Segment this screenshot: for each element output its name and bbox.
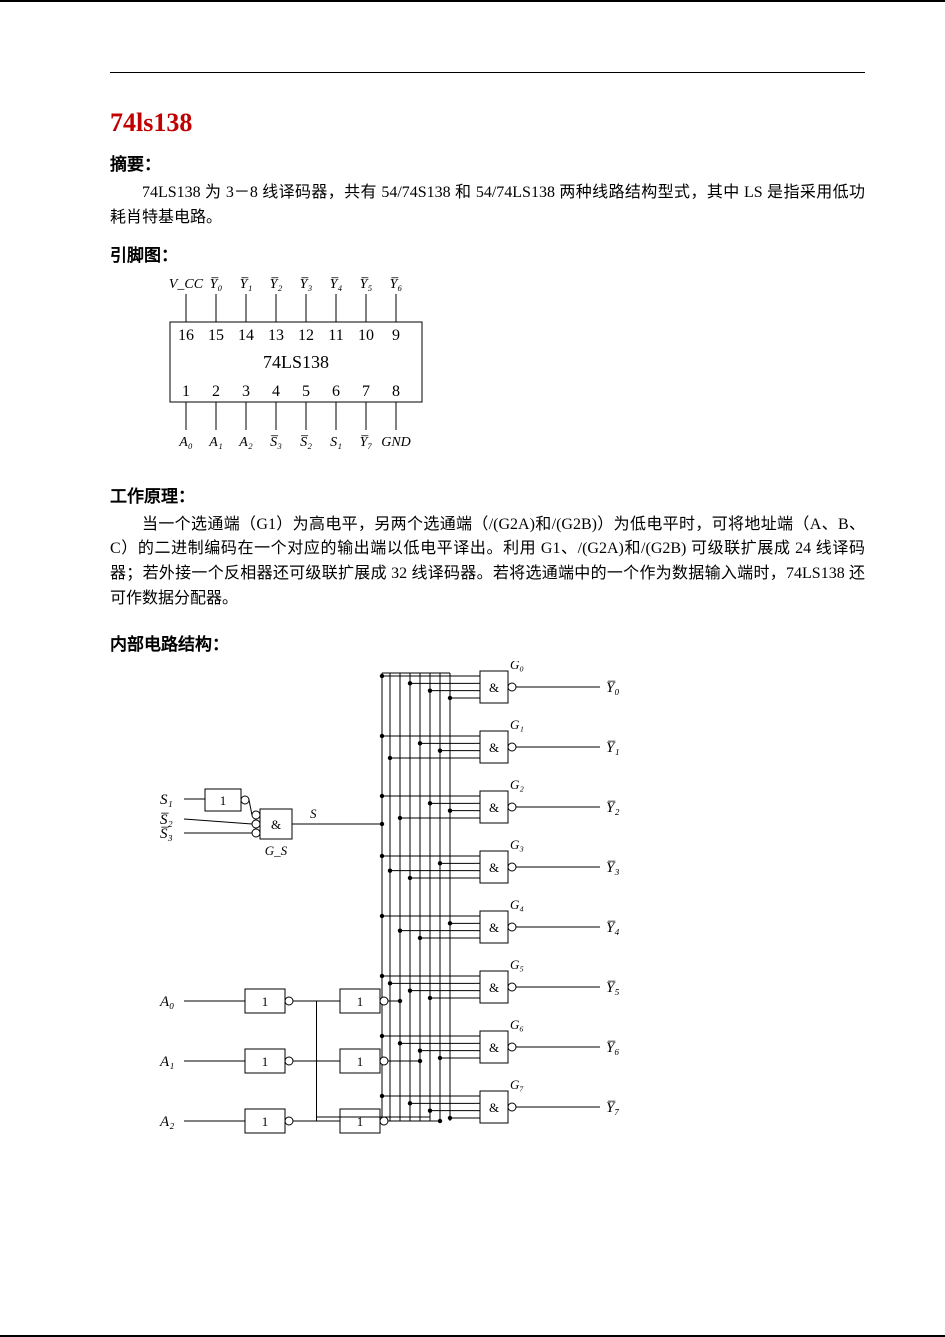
- svg-text:A₂: A₂: [238, 435, 253, 450]
- doc-title: 74ls138: [110, 108, 865, 138]
- svg-text:&: &: [489, 860, 499, 875]
- svg-text:G₁: G₁: [510, 717, 524, 732]
- svg-text:15: 15: [208, 327, 224, 344]
- svg-text:G_S: G_S: [265, 843, 288, 858]
- svg-text:Y̅₂: Y̅₂: [270, 277, 283, 292]
- principle-paragraph: 当一个选通端（G1）为高电平，另两个选通端（/(G2A)和/(G2B)）为低电平…: [110, 513, 865, 612]
- svg-text:Y̅₃: Y̅₃: [300, 277, 313, 292]
- svg-text:1: 1: [262, 994, 269, 1009]
- svg-text:Y̅₇: Y̅₇: [360, 435, 373, 450]
- structure-heading: 内部电路结构：: [110, 630, 865, 655]
- svg-text:A₂: A₂: [159, 1114, 174, 1130]
- svg-text:&: &: [489, 920, 499, 935]
- pin-diagram-svg: 74LS138 16 V_CC 1 A₀ 15 Y̅₀ 2 A₁ 14 Y̅₁ 3 A₂ 13 Y̅₂ 4 S̅…: [140, 272, 460, 472]
- svg-text:Y̅₆: Y̅₆: [390, 277, 403, 292]
- svg-text:7: 7: [362, 383, 370, 400]
- svg-text:G₄: G₄: [510, 897, 524, 912]
- svg-text:S̅₂: S̅₂: [300, 434, 312, 449]
- svg-text:Y̅₅: Y̅₅: [360, 277, 373, 292]
- svg-text:Y̅₃: Y̅₃: [606, 860, 620, 876]
- svg-text:&: &: [489, 1040, 499, 1055]
- svg-text:4: 4: [272, 383, 280, 400]
- svg-text:S₁: S₁: [330, 435, 342, 450]
- svg-text:&: &: [489, 980, 499, 995]
- svg-text:16: 16: [178, 327, 194, 344]
- svg-text:Y̅₁: Y̅₁: [240, 277, 253, 292]
- page: 74ls138 摘要： 74LS138 为 3－8 线译码器，共有 54/74S…: [0, 0, 945, 1337]
- svg-text:Y̅₇: Y̅₇: [606, 1100, 620, 1116]
- svg-text:S: S: [310, 806, 317, 821]
- svg-text:12: 12: [298, 327, 314, 344]
- svg-text:74LS138: 74LS138: [263, 352, 329, 372]
- rule-top: [110, 72, 865, 73]
- svg-text:10: 10: [358, 327, 374, 344]
- svg-text:1: 1: [182, 383, 190, 400]
- svg-text:&: &: [271, 817, 281, 832]
- svg-text:9: 9: [392, 327, 400, 344]
- svg-text:G₃: G₃: [510, 837, 524, 852]
- svg-text:1: 1: [262, 1054, 269, 1069]
- svg-text:1: 1: [220, 793, 227, 808]
- pin-diagram: 74LS138 16 V_CC 1 A₀ 15 Y̅₀ 2 A₁ 14 Y̅₁ 3 A₂ 13 Y̅₂ 4 S̅…: [140, 272, 865, 472]
- principle-heading: 工作原理：: [110, 482, 865, 507]
- svg-text:&: &: [489, 1100, 499, 1115]
- svg-text:Y̅₂: Y̅₂: [606, 800, 620, 816]
- svg-text:1: 1: [262, 1114, 269, 1129]
- svg-text:5: 5: [302, 383, 310, 400]
- svg-text:Y̅₄: Y̅₄: [330, 277, 343, 292]
- svg-text:G₂: G₂: [510, 777, 524, 792]
- svg-text:2: 2: [212, 383, 220, 400]
- svg-text:&: &: [489, 680, 499, 695]
- svg-text:&: &: [489, 800, 499, 815]
- abstract-heading: 摘要：: [110, 150, 865, 175]
- svg-text:1: 1: [357, 1054, 364, 1069]
- svg-text:G₀: G₀: [510, 661, 524, 672]
- pin-diagram-heading: 引脚图：: [110, 241, 865, 266]
- svg-text:G₇: G₇: [510, 1077, 524, 1092]
- svg-text:Y̅₆: Y̅₆: [606, 1040, 620, 1056]
- svg-text:GND: GND: [381, 435, 411, 450]
- abstract-paragraph: 74LS138 为 3－8 线译码器，共有 54/74S138 和 54/74L…: [110, 181, 865, 231]
- svg-text:Y̅₁: Y̅₁: [606, 740, 620, 756]
- svg-text:V_CC: V_CC: [169, 277, 204, 292]
- svg-text:Y̅₄: Y̅₄: [606, 920, 620, 936]
- svg-text:Y̅₀: Y̅₀: [210, 277, 223, 292]
- internal-circuit: &G₀Y̅₀&G₁Y̅₁&G₂Y̅₂&G₃Y̅₃&G₄Y̅₄&G₅Y̅₅&G₆Y…: [150, 661, 865, 1171]
- svg-text:S₁: S₁: [160, 792, 173, 808]
- svg-text:A₀: A₀: [178, 435, 193, 450]
- svg-text:G₆: G₆: [510, 1017, 524, 1032]
- svg-text:A₁: A₁: [159, 1054, 174, 1070]
- svg-text:8: 8: [392, 383, 400, 400]
- svg-text:S̅₃: S̅₃: [160, 826, 173, 842]
- svg-text:&: &: [489, 740, 499, 755]
- svg-text:S̅₃: S̅₃: [270, 434, 282, 449]
- svg-text:Y̅₀: Y̅₀: [606, 680, 620, 696]
- svg-text:G₅: G₅: [510, 957, 524, 972]
- svg-text:A₀: A₀: [159, 994, 174, 1010]
- svg-text:Y̅₅: Y̅₅: [606, 980, 620, 996]
- svg-text:6: 6: [332, 383, 340, 400]
- svg-text:A₁: A₁: [208, 435, 222, 450]
- svg-text:3: 3: [242, 383, 250, 400]
- svg-text:11: 11: [328, 327, 343, 344]
- svg-text:13: 13: [268, 327, 284, 344]
- internal-circuit-svg: &G₀Y̅₀&G₁Y̅₁&G₂Y̅₂&G₃Y̅₃&G₄Y̅₄&G₅Y̅₅&G₆Y…: [150, 661, 670, 1171]
- svg-text:1: 1: [357, 994, 364, 1009]
- svg-text:14: 14: [238, 327, 254, 344]
- svg-text:1: 1: [357, 1114, 364, 1129]
